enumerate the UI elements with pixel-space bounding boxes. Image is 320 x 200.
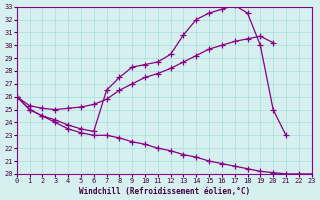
X-axis label: Windchill (Refroidissement éolien,°C): Windchill (Refroidissement éolien,°C) xyxy=(79,187,250,196)
